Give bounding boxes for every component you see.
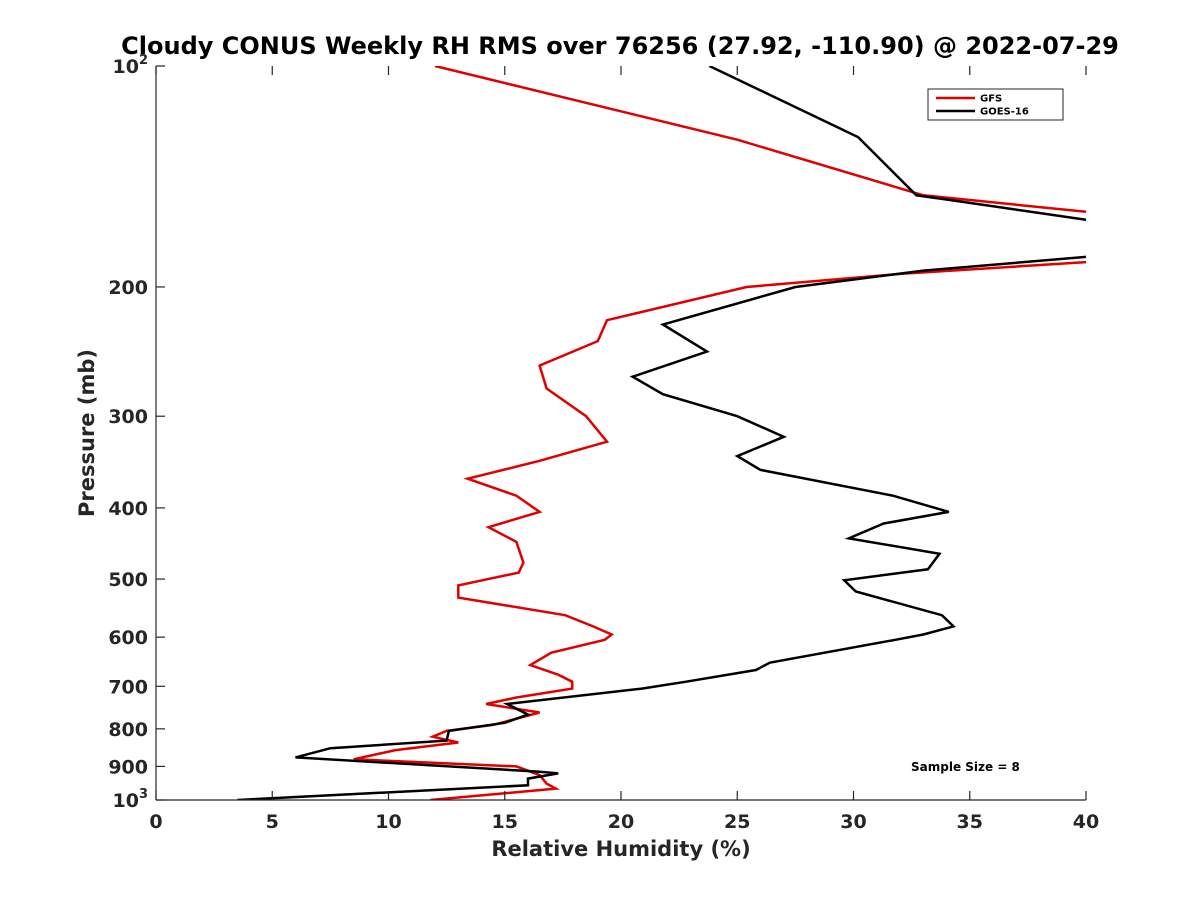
- x-axis-label: Relative Humidity (%): [491, 837, 750, 861]
- series-line-gfs: [353, 66, 1086, 800]
- legend-label-goes16: GOES-16: [980, 107, 1029, 118]
- y-tick-label: 700: [108, 676, 148, 698]
- x-tick-label: 20: [608, 811, 634, 833]
- y-tick-label: 400: [108, 498, 148, 520]
- x-tick-label: 10: [375, 811, 401, 833]
- x-tick-label: 5: [266, 811, 279, 833]
- y-axis-label: Pressure (mb): [75, 349, 99, 517]
- series-layer: [237, 66, 1086, 800]
- y-tick-label: 500: [108, 569, 148, 591]
- sample-size-annotation: Sample Size = 8: [911, 760, 1020, 774]
- legend: GFS GOES-16: [927, 88, 1064, 121]
- x-tick-label: 35: [957, 811, 983, 833]
- y-tick-label: 300: [108, 406, 148, 428]
- chart-title: Cloudy CONUS Weekly RH RMS over 76256 (2…: [121, 32, 1119, 60]
- x-tick-label: 40: [1073, 811, 1099, 833]
- y-tick-label: 103: [113, 787, 149, 812]
- x-tick-label: 30: [840, 811, 866, 833]
- y-axis-ticks: 102 200 300 400 500 600 700 800 900 103: [108, 53, 165, 812]
- x-tick-label: 0: [149, 811, 162, 833]
- x-tick-label: 25: [724, 811, 750, 833]
- y-tick-label: 200: [108, 277, 148, 299]
- y-tick-label: 600: [108, 627, 148, 649]
- y-tick-label: 800: [108, 719, 148, 741]
- legend-label-gfs: GFS: [980, 94, 1002, 105]
- plot-area: [155, 66, 1086, 801]
- x-axis-ticks: 0 5 10 15 20 25 30 35 40: [149, 66, 1099, 833]
- legend-box: [927, 88, 1064, 121]
- y-tick-label: 102: [113, 53, 149, 78]
- series-line-goes16: [237, 66, 1086, 800]
- plot-background: [156, 66, 1086, 800]
- x-tick-label: 15: [492, 811, 518, 833]
- y-tick-label: 900: [108, 756, 148, 778]
